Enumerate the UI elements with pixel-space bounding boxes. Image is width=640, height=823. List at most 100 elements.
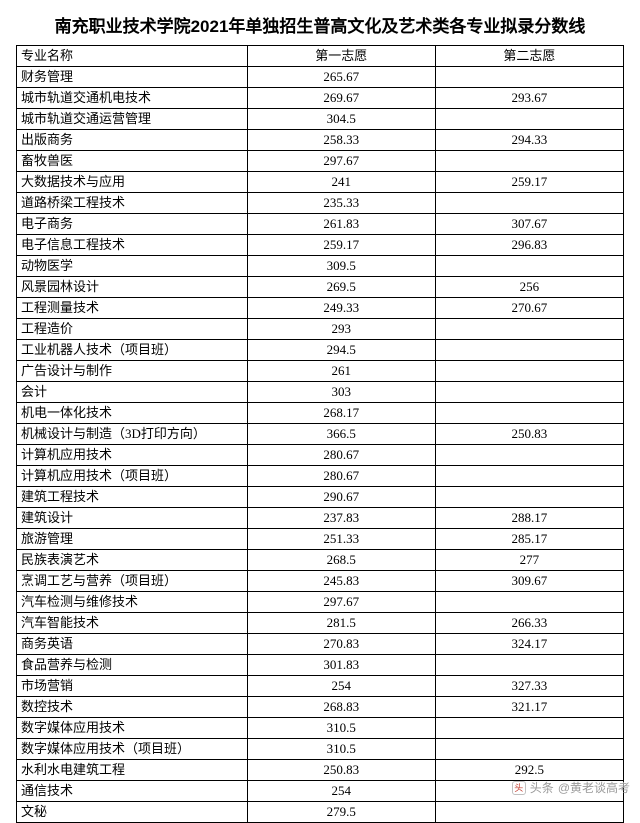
table-row: 工业机器人技术（项目班）294.5 xyxy=(17,340,624,361)
cell-first-choice: 304.5 xyxy=(247,109,435,130)
cell-second-choice xyxy=(435,718,623,739)
table-row: 机械设计与制造（3D打印方向）366.5250.83 xyxy=(17,424,624,445)
cell-first-choice: 241 xyxy=(247,172,435,193)
table-row: 汽车智能技术281.5266.33 xyxy=(17,613,624,634)
cell-major: 大数据技术与应用 xyxy=(17,172,248,193)
cell-major: 数字媒体应用技术（项目班） xyxy=(17,739,248,760)
cell-first-choice: 269.5 xyxy=(247,277,435,298)
cell-major: 出版商务 xyxy=(17,130,248,151)
cell-first-choice: 297.67 xyxy=(247,592,435,613)
cell-major: 工业机器人技术（项目班） xyxy=(17,340,248,361)
cell-first-choice: 309.5 xyxy=(247,256,435,277)
cell-major: 民族表演艺术 xyxy=(17,550,248,571)
cell-second-choice: 256 xyxy=(435,277,623,298)
table-row: 数字媒体应用技术310.5 xyxy=(17,718,624,739)
cell-second-choice xyxy=(435,445,623,466)
cell-major: 市场营销 xyxy=(17,676,248,697)
cell-second-choice xyxy=(435,466,623,487)
cell-first-choice: 261 xyxy=(247,361,435,382)
cell-second-choice xyxy=(435,403,623,424)
table-row: 建筑工程技术290.67 xyxy=(17,487,624,508)
table-row: 广告设计与制作261 xyxy=(17,361,624,382)
watermark-author: @黄老谈高考 xyxy=(558,779,630,796)
cell-major: 电子商务 xyxy=(17,214,248,235)
table-row: 畜牧兽医297.67 xyxy=(17,151,624,172)
cell-second-choice: 309.67 xyxy=(435,571,623,592)
cell-major: 城市轨道交通机电技术 xyxy=(17,88,248,109)
table-row: 计算机应用技术（项目班）280.67 xyxy=(17,466,624,487)
header-major: 专业名称 xyxy=(17,46,248,67)
cell-second-choice: 266.33 xyxy=(435,613,623,634)
cell-major: 建筑设计 xyxy=(17,508,248,529)
cell-second-choice xyxy=(435,193,623,214)
cell-first-choice: 280.67 xyxy=(247,466,435,487)
cell-first-choice: 265.67 xyxy=(247,67,435,88)
cell-first-choice: 249.33 xyxy=(247,298,435,319)
table-row: 计算机应用技术280.67 xyxy=(17,445,624,466)
cell-second-choice xyxy=(435,151,623,172)
table-row: 市场营销254327.33 xyxy=(17,676,624,697)
cell-major: 城市轨道交通运营管理 xyxy=(17,109,248,130)
cell-second-choice xyxy=(435,109,623,130)
cell-first-choice: 268.5 xyxy=(247,550,435,571)
cell-major: 电子信息工程技术 xyxy=(17,235,248,256)
cell-major: 机电一体化技术 xyxy=(17,403,248,424)
cell-first-choice: 235.33 xyxy=(247,193,435,214)
cell-first-choice: 250.83 xyxy=(247,760,435,781)
table-row: 汽车检测与维修技术297.67 xyxy=(17,592,624,613)
cell-first-choice: 280.67 xyxy=(247,445,435,466)
header-first-choice: 第一志愿 xyxy=(247,46,435,67)
cell-major: 旅游管理 xyxy=(17,529,248,550)
cell-first-choice: 279.5 xyxy=(247,802,435,823)
cell-first-choice: 237.83 xyxy=(247,508,435,529)
cell-major: 数控技术 xyxy=(17,697,248,718)
cell-second-choice xyxy=(435,340,623,361)
cell-second-choice xyxy=(435,67,623,88)
table-row: 数控技术268.83321.17 xyxy=(17,697,624,718)
cell-major: 通信技术 xyxy=(17,781,248,802)
table-row: 工程造价293 xyxy=(17,319,624,340)
page-container: 南充职业技术学院2021年单独招生普高文化及艺术类各专业拟录分数线 专业名称第一… xyxy=(0,0,640,823)
table-row: 城市轨道交通运营管理304.5 xyxy=(17,109,624,130)
table-body: 专业名称第一志愿第二志愿财务管理265.67城市轨道交通机电技术269.6729… xyxy=(17,46,624,823)
cell-major: 计算机应用技术（项目班） xyxy=(17,466,248,487)
cell-second-choice: 327.33 xyxy=(435,676,623,697)
table-row: 城市轨道交通机电技术269.67293.67 xyxy=(17,88,624,109)
page-title: 南充职业技术学院2021年单独招生普高文化及艺术类各专业拟录分数线 xyxy=(16,8,624,45)
cell-major: 道路桥梁工程技术 xyxy=(17,193,248,214)
table-row: 会计303 xyxy=(17,382,624,403)
cell-first-choice: 251.33 xyxy=(247,529,435,550)
cell-major: 动物医学 xyxy=(17,256,248,277)
cell-first-choice: 301.83 xyxy=(247,655,435,676)
cell-second-choice xyxy=(435,802,623,823)
cell-major: 水利水电建筑工程 xyxy=(17,760,248,781)
table-row: 动物医学309.5 xyxy=(17,256,624,277)
cell-second-choice: 321.17 xyxy=(435,697,623,718)
table-header-row: 专业名称第一志愿第二志愿 xyxy=(17,46,624,67)
cell-first-choice: 297.67 xyxy=(247,151,435,172)
table-row: 民族表演艺术268.5277 xyxy=(17,550,624,571)
cell-first-choice: 268.83 xyxy=(247,697,435,718)
watermark: 头 头条 @黄老谈高考 xyxy=(512,779,630,796)
table-row: 机电一体化技术268.17 xyxy=(17,403,624,424)
cell-major: 财务管理 xyxy=(17,67,248,88)
table-row: 文秘279.5 xyxy=(17,802,624,823)
table-row: 风景园林设计269.5256 xyxy=(17,277,624,298)
cell-second-choice xyxy=(435,319,623,340)
cell-second-choice: 296.83 xyxy=(435,235,623,256)
cell-major: 计算机应用技术 xyxy=(17,445,248,466)
table-row: 电子信息工程技术259.17296.83 xyxy=(17,235,624,256)
cell-first-choice: 303 xyxy=(247,382,435,403)
cell-major: 文秘 xyxy=(17,802,248,823)
cell-major: 广告设计与制作 xyxy=(17,361,248,382)
table-row: 烹调工艺与营养（项目班）245.83309.67 xyxy=(17,571,624,592)
cell-first-choice: 310.5 xyxy=(247,718,435,739)
cell-first-choice: 269.67 xyxy=(247,88,435,109)
cell-major: 风景园林设计 xyxy=(17,277,248,298)
cell-second-choice xyxy=(435,655,623,676)
cell-major: 机械设计与制造（3D打印方向） xyxy=(17,424,248,445)
cell-second-choice xyxy=(435,487,623,508)
cell-second-choice: 259.17 xyxy=(435,172,623,193)
cell-first-choice: 245.83 xyxy=(247,571,435,592)
cell-second-choice: 250.83 xyxy=(435,424,623,445)
